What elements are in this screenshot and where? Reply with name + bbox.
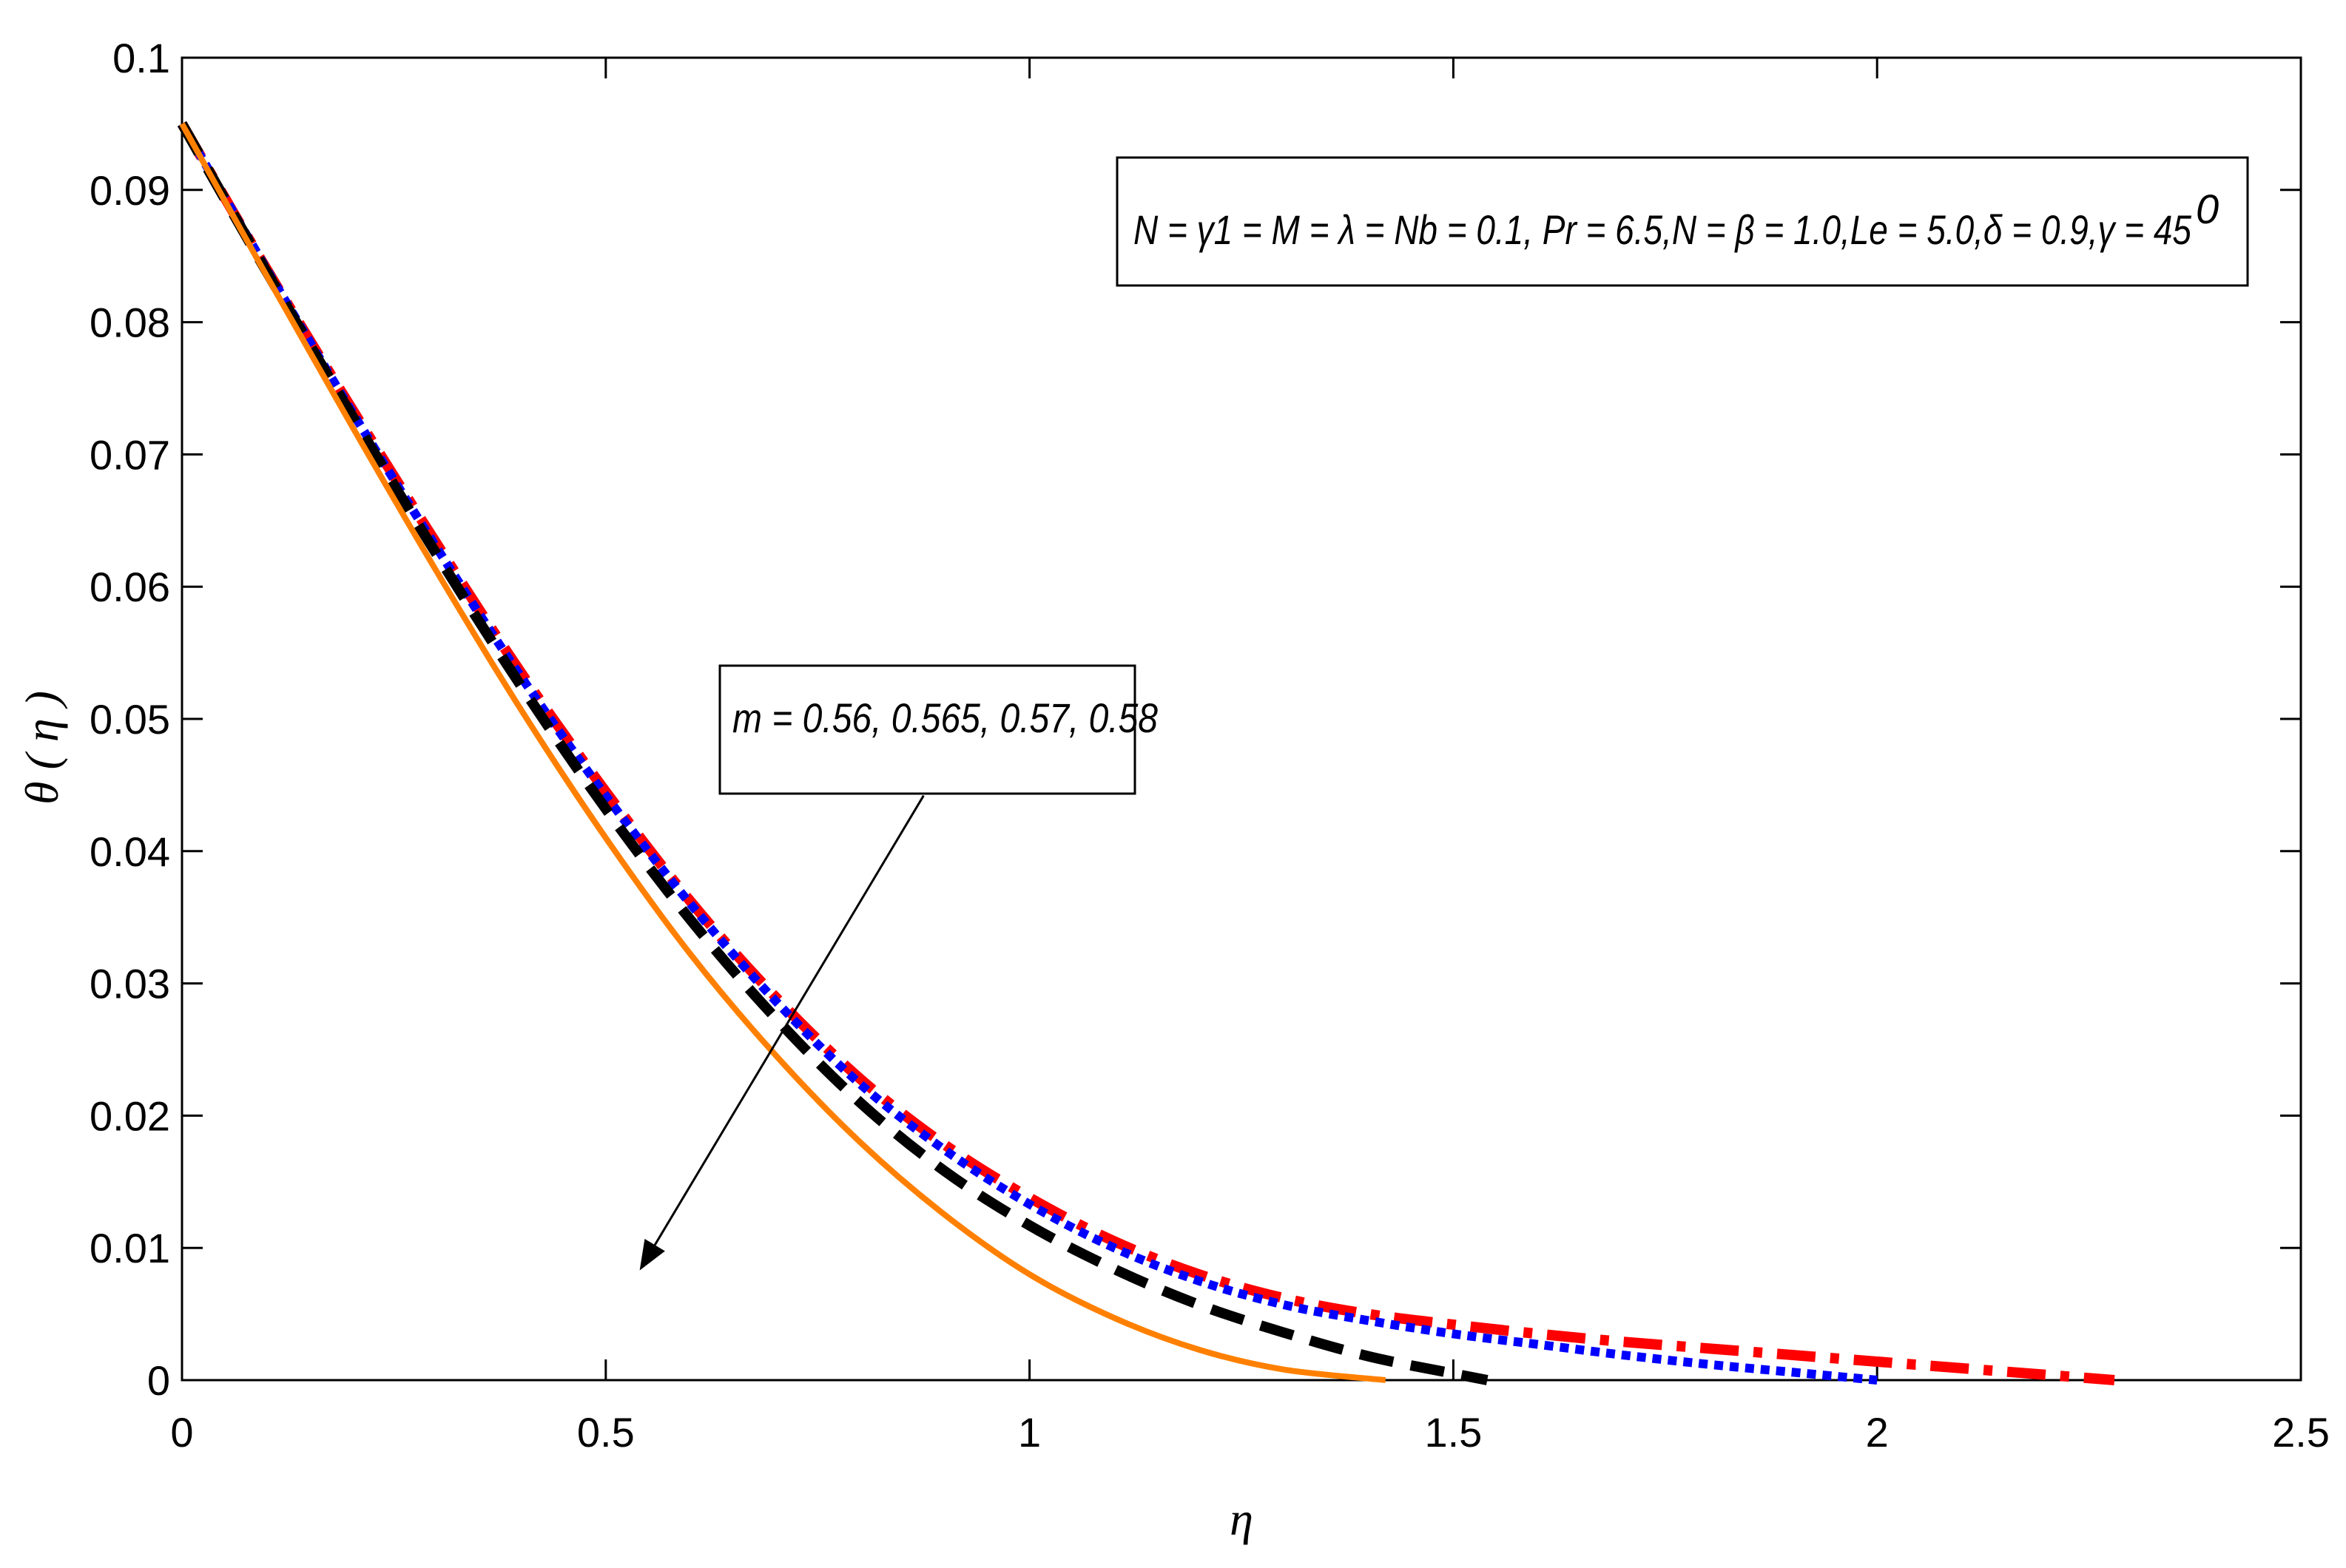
x-tick-label: 1	[1018, 1409, 1041, 1456]
y-tick-label: 0.08	[90, 300, 170, 346]
x-tick-label: 1.5	[1424, 1409, 1482, 1456]
parameter-box: N = γ1 = M = λ = Nb = 0.1, Pr = 6.5,N = …	[1116, 156, 2249, 287]
parameter-box-frame	[1116, 156, 2249, 287]
series-layer	[177, 121, 2115, 1385]
y-tick-label: 0.06	[90, 564, 170, 610]
y-tick-label: 0.04	[90, 828, 170, 875]
y-tick-label: 0.1	[112, 35, 170, 81]
x-tick-label: 2	[1866, 1409, 1889, 1456]
annotation-arrow-line	[653, 794, 925, 1246]
y-tick-label: 0.02	[90, 1092, 170, 1139]
parameter-box-superscript: 0	[2196, 186, 2219, 232]
x-tick-label: 2.5	[2272, 1409, 2330, 1456]
series-line-3	[177, 121, 1489, 1385]
y-tick-label: 0	[147, 1357, 170, 1404]
x-axis: 0 0.5 1 1.5 2 2.5	[170, 58, 2330, 1456]
series-line-4	[179, 122, 1386, 1383]
y-tick-label: 0.07	[90, 431, 170, 478]
annotation-box: m = 0.56, 0.565, 0.57, 0.58	[718, 664, 1158, 795]
y-tick-label: 0.03	[90, 961, 170, 1007]
annotation-arrow	[639, 794, 925, 1271]
parameter-box-text: N = γ1 = M = λ = Nb = 0.1, Pr = 6.5,N = …	[1133, 206, 2192, 253]
y-tick-label: 0.05	[90, 696, 170, 743]
x-axis-label: η	[1230, 1493, 1253, 1545]
annotation-box-frame	[718, 664, 1136, 795]
y-axis-label: θ ( η )	[16, 691, 68, 805]
y-tick-label: 0.01	[90, 1225, 170, 1271]
x-tick-label: 0.5	[577, 1409, 635, 1456]
series-line-1	[177, 121, 2115, 1385]
y-tick-label: 0.09	[90, 167, 170, 214]
y-axis: 0 0.01 0.02 0.03 0.04 0.05 0.06 0.07 0.08 0.09 0.1	[90, 35, 2301, 1404]
x-tick-label: 0	[170, 1409, 193, 1456]
annotation-text: m = 0.56, 0.565, 0.57, 0.58	[732, 695, 1158, 741]
annotation-arrow-head	[639, 1239, 665, 1271]
